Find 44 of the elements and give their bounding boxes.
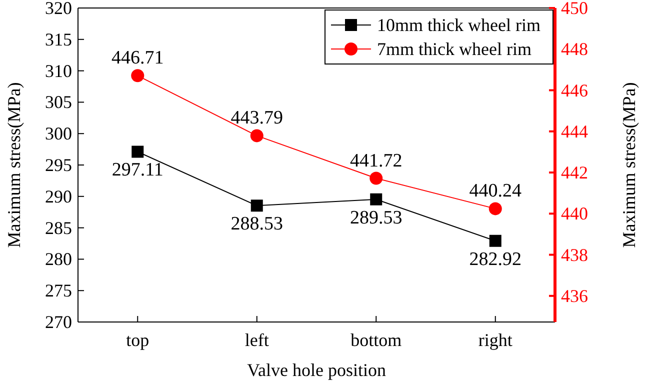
y2-axis-title: Maximum stress(MPa) [619,82,639,248]
data-label: 288.53 [230,214,283,235]
y-tick-label: 305 [45,92,72,112]
point [132,146,144,158]
y-tick-label: 290 [45,186,72,206]
point [370,172,383,185]
data-label: 446.71 [112,48,164,69]
data-label: 443.79 [230,108,283,129]
y2-tick-label: 446 [561,80,588,100]
y2-tick-label: 440 [561,204,588,224]
y-tick-label: 280 [45,249,72,270]
y2-tick-label: 436 [561,286,588,306]
point [250,129,264,142]
x-tick-label: left [244,330,269,350]
x-tick-label: top [126,330,150,350]
data-label: 440.24 [469,180,522,202]
y2-tick-label: 444 [561,121,588,142]
y-tick-label: 295 [45,155,72,175]
y2-tick-label: 448 [561,39,588,60]
y2-tick-label: 438 [561,244,588,265]
x-tick-label: right [478,330,512,350]
point [131,69,144,82]
data-label: 289.53 [350,207,402,228]
y-tick-label: 310 [45,60,72,81]
x-tick-label: bottom [350,330,402,350]
data-label: 441.72 [350,150,402,172]
point [489,234,502,247]
y-tick-label: 270 [45,312,72,332]
y-tick-label: 320 [45,0,72,18]
legend-label: 10mm thick wheel rim [377,15,540,35]
y2-tick-label: 450 [561,0,588,18]
y-tick-label: 315 [45,29,72,50]
data-label: 282.92 [469,248,522,270]
y-tick-label: 275 [45,280,72,301]
x-axis-title: Valve hole position [247,360,386,380]
point [250,200,263,212]
point [488,202,502,216]
y-axis-title: Maximum stress(MPa) [4,82,24,248]
point [370,193,382,206]
data-label: 297.11 [112,160,164,181]
y2-tick-label: 442 [561,162,588,183]
y-tick-label: 300 [45,124,72,144]
legend-label: 7mm thick wheel rim [377,39,532,59]
y-tick-label: 285 [45,218,72,238]
